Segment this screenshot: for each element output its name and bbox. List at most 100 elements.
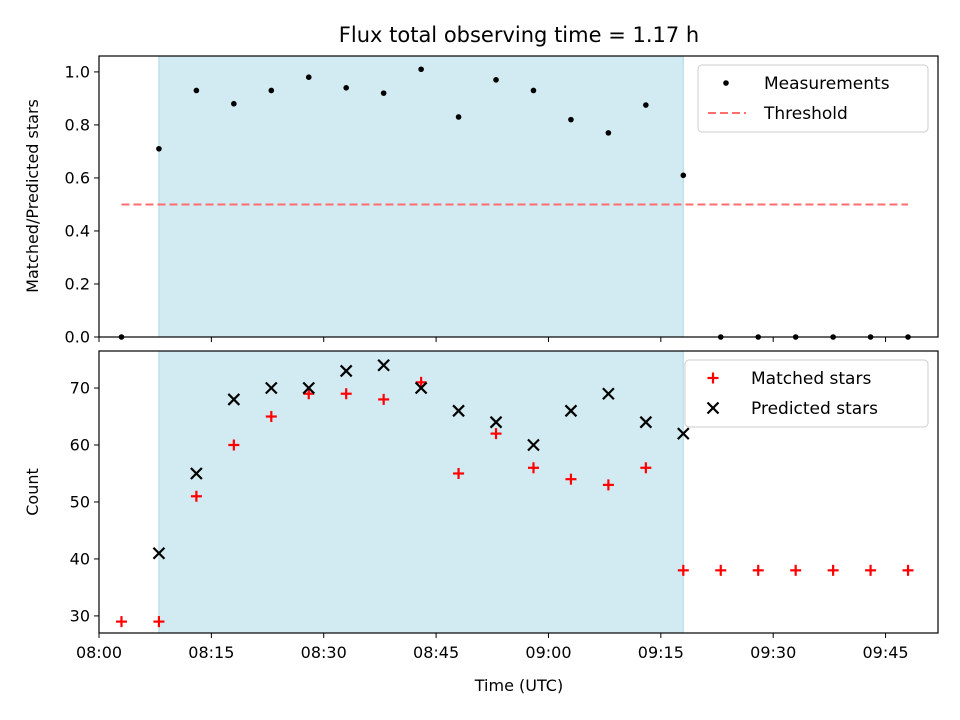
point-0-0-2 bbox=[193, 87, 200, 94]
point-1-1-1 bbox=[190, 467, 203, 480]
point-1-0-17 bbox=[752, 564, 764, 576]
point-1-0-18 bbox=[790, 564, 802, 576]
point-1-1-6-b bbox=[377, 358, 390, 372]
x-tick-label-5: 09:15 bbox=[638, 643, 684, 662]
legend-label-0-0: Measurements bbox=[764, 74, 890, 94]
legend-box-1 bbox=[684, 359, 929, 428]
axes-frame-1 bbox=[98, 350, 939, 634]
legend-label-1-0: Matched stars bbox=[751, 369, 871, 389]
point-1-1-5 bbox=[339, 364, 353, 378]
point-1-0-21 bbox=[902, 564, 914, 576]
point-1-0-3 bbox=[228, 439, 240, 451]
top-panel-ylabel: Matched/Predicted stars bbox=[23, 99, 42, 293]
point-0-0-8 bbox=[418, 66, 424, 73]
legend-box-0 bbox=[697, 64, 929, 133]
point-0-0-15 bbox=[680, 172, 687, 179]
point-1-1-11 bbox=[564, 404, 578, 418]
point-0-0-13 bbox=[605, 130, 612, 136]
point-0-0-3 bbox=[231, 100, 237, 107]
axes-frame-0 bbox=[98, 55, 939, 338]
observing-span-0 bbox=[158, 55, 684, 338]
point-0-0-7 bbox=[380, 90, 387, 96]
point-1-1-3 bbox=[265, 381, 278, 395]
x-tick-label-6: 09:30 bbox=[750, 643, 796, 662]
point-1-1-4-b bbox=[302, 381, 316, 395]
x-axis-label: Time (UTC) bbox=[474, 676, 563, 695]
x-tick-label-0: 08:00 bbox=[76, 643, 122, 662]
point-1-1-4 bbox=[302, 381, 316, 395]
point-1-1-2 bbox=[227, 393, 241, 406]
point-1-1-13-b bbox=[639, 415, 653, 429]
point-0-0-1 bbox=[156, 145, 162, 152]
y-tick-label-0-1: 0.2 bbox=[65, 274, 90, 293]
point-1-0-13 bbox=[602, 479, 614, 491]
x-tick-label-7: 09:45 bbox=[863, 643, 909, 662]
point-1-1-7-b bbox=[414, 381, 428, 395]
point-0-0-4 bbox=[268, 87, 275, 94]
point-1-0-2 bbox=[190, 490, 202, 502]
point-1-1-9-b bbox=[489, 415, 503, 429]
point-1-1-0 bbox=[152, 546, 166, 560]
x-tick-label-2: 08:30 bbox=[301, 643, 347, 662]
point-1-0-14 bbox=[640, 462, 652, 474]
point-1-0-9 bbox=[453, 467, 465, 479]
y-tick-label-1-1: 40 bbox=[70, 549, 90, 568]
point-0-0-5 bbox=[305, 74, 312, 81]
point-1-0-5 bbox=[303, 388, 315, 400]
point-1-1-9 bbox=[489, 415, 503, 429]
point-1-1-12-b bbox=[602, 387, 615, 401]
legend-marker-0-0 bbox=[723, 80, 729, 86]
point-1-1-3-b bbox=[265, 381, 278, 395]
point-1-1-0-b bbox=[152, 546, 166, 560]
point-1-0-8 bbox=[415, 376, 427, 388]
series-1-1 bbox=[152, 358, 690, 560]
point-0-0-6 bbox=[343, 85, 350, 91]
y-tick-label-0-0: 0.0 bbox=[65, 328, 90, 347]
point-1-1-10-b bbox=[527, 438, 540, 452]
point-1-0-1 bbox=[153, 616, 165, 628]
chart-title: Flux total observing time = 1.17 h bbox=[339, 23, 699, 47]
point-1-1-10 bbox=[527, 438, 540, 452]
legend-marker-1-1-b bbox=[706, 401, 720, 415]
top-panel: Matched/Predicted stars 0.0 0.2 0.4 0.6 0.8 1… bbox=[23, 55, 939, 347]
point-1-0-16 bbox=[715, 564, 727, 576]
point-1-0-20 bbox=[865, 564, 877, 576]
legend-1: Matched stars Predicted stars bbox=[684, 359, 929, 428]
point-1-1-8 bbox=[452, 404, 465, 418]
point-1-0-6 bbox=[340, 388, 352, 400]
point-1-1-14-b bbox=[677, 427, 690, 440]
bottom-panel-ylabel: Count bbox=[23, 468, 42, 516]
legend-marker-1-0 bbox=[707, 372, 719, 384]
point-1-1-7 bbox=[414, 381, 428, 395]
legend-label-1-1: Predicted stars bbox=[751, 399, 878, 419]
y-tick-label-0-2: 0.4 bbox=[65, 221, 90, 240]
point-0-0-10 bbox=[493, 77, 499, 83]
point-1-1-8-b bbox=[452, 404, 465, 418]
x-tick-label-4: 09:00 bbox=[525, 643, 571, 662]
y-tick-label-1-3: 60 bbox=[70, 436, 90, 455]
point-1-0-19 bbox=[827, 564, 839, 576]
point-1-1-5-b bbox=[339, 364, 353, 378]
series-0-0 bbox=[118, 66, 911, 340]
point-1-1-1-b bbox=[190, 467, 203, 480]
point-1-1-12 bbox=[602, 387, 615, 401]
point-1-1-14 bbox=[677, 427, 690, 440]
legend-label-0-1: Threshold bbox=[763, 104, 848, 124]
y-tick-label-1-2: 50 bbox=[70, 492, 90, 511]
point-0-0-11 bbox=[530, 87, 537, 94]
point-0-0-14 bbox=[643, 102, 649, 108]
point-0-0-9 bbox=[455, 114, 462, 120]
point-1-0-7 bbox=[378, 393, 390, 405]
y-tick-label-0-5: 1.0 bbox=[65, 62, 90, 81]
legend-0: Measurements Threshold bbox=[697, 64, 929, 133]
point-1-0-12 bbox=[565, 473, 577, 485]
y-tick-label-1-0: 30 bbox=[70, 606, 90, 625]
point-1-0-10 bbox=[490, 428, 502, 440]
point-1-1-11-b bbox=[564, 404, 578, 418]
point-1-0-0 bbox=[115, 616, 127, 628]
y-tick-label-0-4: 0.8 bbox=[65, 115, 90, 134]
x-tick-label-1: 08:15 bbox=[188, 643, 234, 662]
x-tick-label-3: 08:45 bbox=[413, 643, 459, 662]
point-1-1-2-b bbox=[227, 393, 241, 406]
